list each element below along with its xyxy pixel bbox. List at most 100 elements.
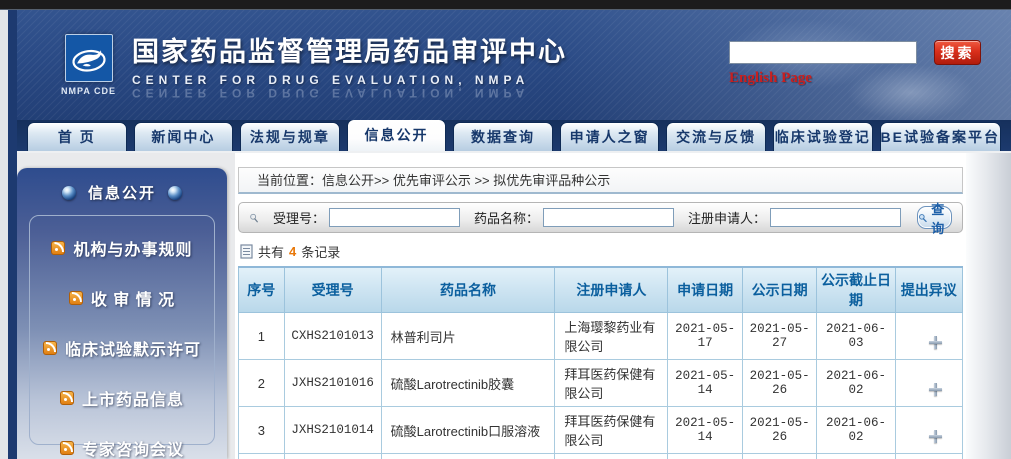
column-header-drug-name: 药品名称: [380, 266, 556, 313]
rss-icon: [59, 441, 74, 455]
cell-seq: 2: [238, 359, 285, 407]
sidebar-item-clinical-trial-implied-license[interactable]: 临床试验默示许可: [36, 336, 208, 360]
record-count-prefix: 共有: [258, 245, 285, 260]
main-panel: 当前位置：信息公开>> 优先审评公示 >> 拟优先审评品种公示 受理号： 药品名…: [235, 153, 966, 459]
tab-home[interactable]: 首 页: [27, 122, 127, 151]
english-page-link[interactable]: English Page: [729, 70, 812, 86]
header-search-button[interactable]: 搜索: [934, 40, 981, 65]
rss-icon: [42, 341, 57, 355]
header-search-input[interactable]: [729, 41, 917, 64]
breadcrumb-link-priority-review-publicity[interactable]: 优先审评公示: [392, 173, 471, 188]
cell-application-date: 2021-05-17: [667, 312, 743, 360]
tab-be-trial-platform[interactable]: BE试验备案平台: [879, 122, 1001, 151]
site-header: NMPA CDE 国家药品监督管理局药品审评中心 CENTER FOR DRUG…: [17, 10, 1011, 120]
cell-drug-name: 硫酸Larotrectinib口服溶液: [380, 406, 556, 454]
column-header-seq: 序号: [238, 266, 285, 313]
table-row: 1 CXHS2101013 林普利司片 上海璎黎药业有限公司 2021-05-1…: [238, 312, 964, 360]
tab-regulations[interactable]: 法规与规章: [240, 122, 340, 151]
breadcrumb-current: 拟优先审评品种公示: [493, 173, 611, 188]
registration-applicant-label: 注册申请人：: [687, 211, 766, 226]
column-header-raise-objection: 提出异议: [894, 266, 964, 313]
cell-drug-name: 硫酸Larotrectinib胶囊: [380, 359, 556, 407]
cell-applicant: 拜耳医药保健有限公司: [554, 453, 669, 459]
cell-seq: 4: [238, 453, 285, 459]
column-header-publicity-date: 公示日期: [741, 266, 818, 313]
nmpa-cde-logo[interactable]: NMPA CDE: [61, 34, 116, 96]
record-count-suffix: 条记录: [301, 245, 341, 260]
cell-publicity-deadline: 2021-06-02: [816, 359, 896, 407]
column-header-publicity-deadline: 公示截止日期: [816, 266, 896, 313]
cell-applicant: 拜耳医药保健有限公司: [554, 359, 669, 407]
rss-icon: [59, 391, 74, 405]
tab-applicant-window[interactable]: 申请人之窗: [559, 122, 660, 151]
query-button-label: 查询: [931, 201, 947, 236]
column-header-receipt-number: 受理号: [283, 266, 382, 313]
rss-icon: [68, 291, 83, 305]
tab-communication-feedback[interactable]: 交流与反馈: [666, 122, 766, 151]
breadcrumb-link-information-disclosure[interactable]: 信息公开: [322, 173, 375, 188]
breadcrumb-separator: >>: [374, 173, 393, 188]
sidebar-item-acceptance-review[interactable]: 收 审 情 况: [36, 286, 208, 310]
orb-icon: [168, 185, 182, 200]
column-header-application-date: 申请日期: [667, 266, 743, 313]
site-title-en-reflection: CENTER FOR DRUG EVALUATION, NMPA: [132, 86, 530, 100]
tab-data-query[interactable]: 数据查询: [453, 122, 553, 151]
cell-publicity-date: 2021-05-27: [741, 312, 818, 360]
table-row: 2 JXHS2101016 硫酸Larotrectinib胶囊 拜耳医药保健有限…: [238, 359, 964, 407]
registration-applicant-input[interactable]: [769, 208, 901, 227]
breadcrumb: 当前位置：信息公开>> 优先审评公示 >> 拟优先审评品种公示: [238, 167, 963, 194]
receipt-number-input[interactable]: [328, 208, 460, 227]
drug-name-input[interactable]: [542, 208, 674, 227]
breadcrumb-prefix: 当前位置：: [257, 173, 323, 188]
query-button[interactable]: 查询: [916, 202, 952, 236]
sidebar-title: 信息公开: [87, 185, 156, 202]
tab-clinical-trial-registry[interactable]: 临床试验登记: [772, 122, 873, 151]
cell-publicity-date: 2021-05-26: [741, 453, 818, 459]
record-count-value: 4: [289, 244, 297, 259]
page-right-margin: [966, 153, 1011, 459]
breadcrumb-separator: >>: [470, 173, 494, 188]
cell-applicant: 上海璎黎药业有限公司: [554, 312, 669, 360]
tab-information-disclosure[interactable]: 信息公开: [346, 119, 447, 151]
browser-top-strip: [0, 0, 1011, 10]
logo-caption: NMPA CDE: [61, 86, 116, 96]
cell-seq: 1: [238, 312, 285, 360]
table-row: 3 JXHS2101014 硫酸Larotrectinib口服溶液 拜耳医药保健…: [238, 406, 964, 454]
cell-receipt-number: JXHS2101014: [283, 406, 382, 454]
cell-publicity-deadline: 2021-06-03: [816, 312, 896, 360]
cell-applicant: 拜耳医药保健有限公司: [554, 406, 669, 454]
cell-publicity-deadline: 2021-06-02: [816, 453, 896, 459]
drug-name-label: 药品名称：: [473, 211, 539, 226]
records-list-icon: [240, 244, 253, 259]
cell-drug-name: 林普利司片: [380, 312, 556, 360]
page: NMPA CDE 国家药品监督管理局药品审评中心 CENTER FOR DRUG…: [8, 10, 1011, 459]
search-icon: [919, 213, 927, 222]
site-title-en: CENTER FOR DRUG EVALUATION, NMPA: [132, 73, 530, 87]
filter-bar: 受理号： 药品名称： 注册申请人： 查询: [238, 202, 963, 236]
cell-application-date: 2021-05-14: [667, 453, 743, 459]
swan-logo-icon: [64, 34, 113, 82]
table-row: 4 JXHS2101015 硫酸Larotrectinib胶囊 拜耳医药保健有限…: [238, 453, 964, 459]
rss-icon: [51, 241, 66, 255]
cell-receipt-number: JXHS2101015: [283, 453, 382, 459]
cell-application-date: 2021-05-14: [667, 359, 743, 407]
cell-seq: 3: [238, 406, 285, 454]
cell-publicity-date: 2021-05-26: [741, 406, 818, 454]
cell-publicity-date: 2021-05-26: [741, 359, 818, 407]
table-header-row: 序号 受理号 药品名称 注册申请人 申请日期 公示日期 公示截止日期 提出异议: [238, 266, 964, 313]
cell-receipt-number: JXHS2101016: [283, 359, 382, 407]
sidebar-item-expert-advisory-meeting[interactable]: 专家咨询会议: [36, 436, 208, 459]
column-header-applicant: 注册申请人: [554, 266, 669, 313]
tab-news[interactable]: 新闻中心: [133, 122, 234, 151]
receipt-number-label: 受理号：: [272, 211, 325, 226]
cell-application-date: 2021-05-14: [667, 406, 743, 454]
cell-receipt-number: CXHS2101013: [283, 312, 382, 360]
search-icon: [250, 213, 258, 222]
cell-drug-name: 硫酸Larotrectinib胶囊: [380, 453, 556, 459]
sidebar-menu: 机构与办事规则 收 审 情 况 临床试验默示许可 上市药品信息 专家咨询会议: [29, 215, 215, 459]
site-title-cn: 国家药品监督管理局药品审评中心: [132, 37, 567, 67]
sidebar-item-marketed-drug-info[interactable]: 上市药品信息: [36, 386, 208, 410]
main-nav: 首 页 新闻中心 法规与规章 信息公开 数据查询 申请人之窗 交流与反馈 临床试…: [17, 119, 1011, 153]
sidebar-item-org-rules[interactable]: 机构与办事规则: [36, 236, 208, 260]
record-count: 共有 4 条记录: [240, 242, 963, 261]
